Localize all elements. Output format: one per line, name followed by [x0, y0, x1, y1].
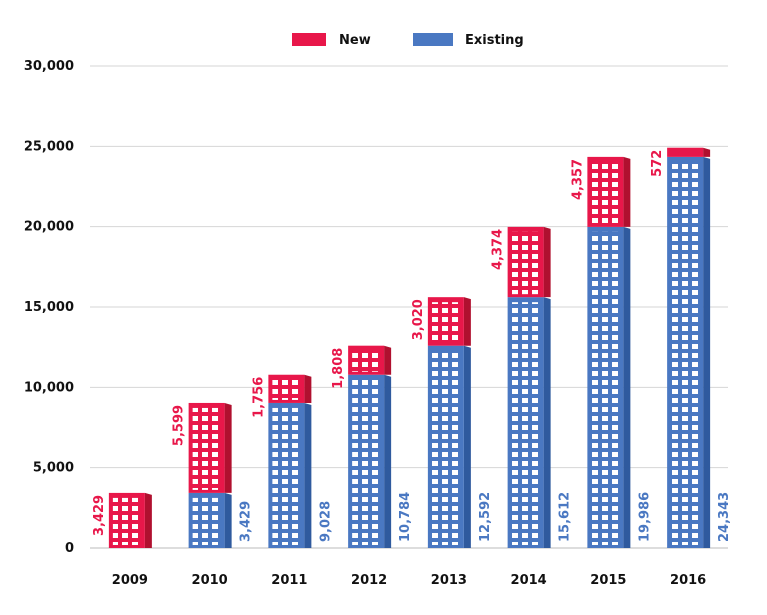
data-label-new: 3,429 [92, 495, 107, 536]
bar-new-2015-side [623, 156, 631, 227]
bar-new-2011 [268, 374, 312, 403]
x-tick-label: 2009 [112, 573, 148, 588]
bar-existing-2016-side [703, 156, 711, 548]
legend-label-existing: Existing [465, 33, 524, 48]
bar-existing-2015-windows [591, 231, 620, 545]
bar-existing-2012-windows [352, 379, 381, 545]
bar-existing-2012-side [384, 374, 392, 548]
bar-new-2015 [587, 156, 631, 227]
legend-item-new: New [292, 33, 371, 48]
data-label-existing: 10,784 [398, 492, 413, 542]
data-label-new: 3,020 [411, 299, 426, 340]
bar-existing-2014-windows [511, 302, 540, 545]
bar-existing-2011 [268, 402, 312, 548]
bar-existing-2013-side [463, 345, 471, 548]
data-label-new: 572 [650, 150, 665, 177]
x-tick-label: 2011 [271, 573, 307, 588]
x-tick-label: 2015 [590, 573, 626, 588]
bar-new-2013-windows [431, 302, 460, 343]
data-label-existing: 9,028 [318, 501, 333, 542]
bar-new-2014-windows [511, 231, 540, 295]
data-label-existing: 19,986 [637, 492, 652, 542]
y-tick-label: 0 [65, 541, 74, 556]
bar-new-2011-side [304, 374, 312, 403]
bar-existing-2016 [667, 156, 711, 548]
bars [108, 147, 711, 548]
gridlines [90, 65, 728, 549]
bar-new-2016 [667, 147, 711, 157]
bar-existing-2011-windows [272, 407, 301, 545]
bar-existing-2010 [188, 492, 232, 548]
bar-new-2010-windows [192, 407, 221, 490]
bar-new-2010 [188, 402, 232, 493]
bar-existing-2014-side [543, 297, 551, 548]
legend-label-new: New [339, 33, 371, 48]
data-label-new: 4,357 [570, 159, 585, 200]
bar-existing-2013 [427, 345, 471, 548]
bar-new-2016-front [667, 147, 704, 157]
bar-existing-2013-windows [431, 350, 460, 545]
bar-existing-2012 [348, 374, 392, 548]
legend-item-existing: Existing [413, 33, 524, 48]
bar-new-2011-windows [272, 379, 301, 400]
data-label-new: 1,756 [251, 377, 266, 418]
bar-new-2010-side [224, 402, 232, 493]
bar-existing-2010-side [224, 492, 232, 548]
data-label-new: 1,808 [331, 348, 346, 389]
bar-existing-2015-side [623, 226, 631, 548]
y-tick-label: 10,000 [24, 380, 74, 395]
legend-swatch-new [292, 33, 326, 46]
bar-new-2016-side [703, 147, 711, 157]
data-label-existing: 15,612 [558, 492, 573, 542]
data-label-new: 5,599 [172, 405, 187, 446]
data-label-existing: 3,429 [239, 501, 254, 542]
bar-new-2009 [108, 492, 152, 548]
bar-new-2014 [507, 226, 551, 298]
legend-swatch-existing [413, 33, 453, 46]
y-tick-label: 25,000 [24, 139, 74, 154]
y-tick-label: 5,000 [33, 461, 74, 476]
x-tick-label: 2012 [351, 573, 387, 588]
data-label-new: 4,374 [491, 229, 506, 270]
bar-new-2013 [427, 297, 471, 346]
y-tick-label: 30,000 [24, 59, 74, 74]
bar-new-2014-side [543, 226, 551, 298]
bar-new-2012 [348, 345, 392, 375]
bar-new-2012-side [384, 345, 392, 375]
x-axis: 2009 2010 2011 2012 2013 2014 2015 2016 [112, 573, 706, 588]
bar-new-2013-side [463, 297, 471, 346]
bar-new-2012-windows [352, 350, 381, 372]
data-label-existing: 24,343 [717, 492, 732, 542]
bar-existing-2011-side [304, 402, 312, 548]
y-tick-label: 20,000 [24, 220, 74, 235]
data-labels: 3,429 5,599 3,429 1,756 9,028 1,808 10,784 3,02… [92, 150, 732, 542]
y-tick-label: 15,000 [24, 300, 74, 315]
bar-new-2009-side [144, 492, 152, 548]
x-tick-label: 2013 [431, 573, 467, 588]
data-label-existing: 12,592 [478, 492, 493, 542]
bar-existing-2015 [587, 226, 631, 548]
bar-existing-2016-windows [671, 161, 700, 545]
bar-new-2009-windows [112, 497, 141, 545]
x-tick-label: 2016 [670, 573, 706, 588]
x-tick-label: 2010 [192, 573, 228, 588]
bar-existing-2010-windows [192, 497, 221, 545]
bar-existing-2014 [507, 297, 551, 548]
y-axis: 0 5,000 10,000 15,000 20,000 25,000 30,000 [24, 59, 74, 556]
x-tick-label: 2014 [511, 573, 547, 588]
bar-new-2015-windows [591, 161, 620, 224]
legend: New Existing [292, 33, 524, 48]
